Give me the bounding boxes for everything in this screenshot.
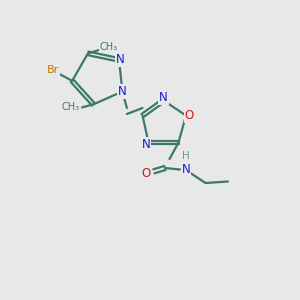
Text: Br: Br — [46, 65, 59, 75]
Text: CH₃: CH₃ — [100, 42, 118, 52]
Text: N: N — [142, 137, 151, 151]
Text: H: H — [182, 151, 190, 161]
Text: CH₃: CH₃ — [62, 102, 80, 112]
Text: N: N — [116, 53, 125, 66]
Text: N: N — [159, 91, 168, 104]
Text: O: O — [184, 109, 194, 122]
Text: O: O — [141, 167, 150, 180]
Text: N: N — [118, 85, 127, 98]
Text: N: N — [182, 163, 190, 176]
